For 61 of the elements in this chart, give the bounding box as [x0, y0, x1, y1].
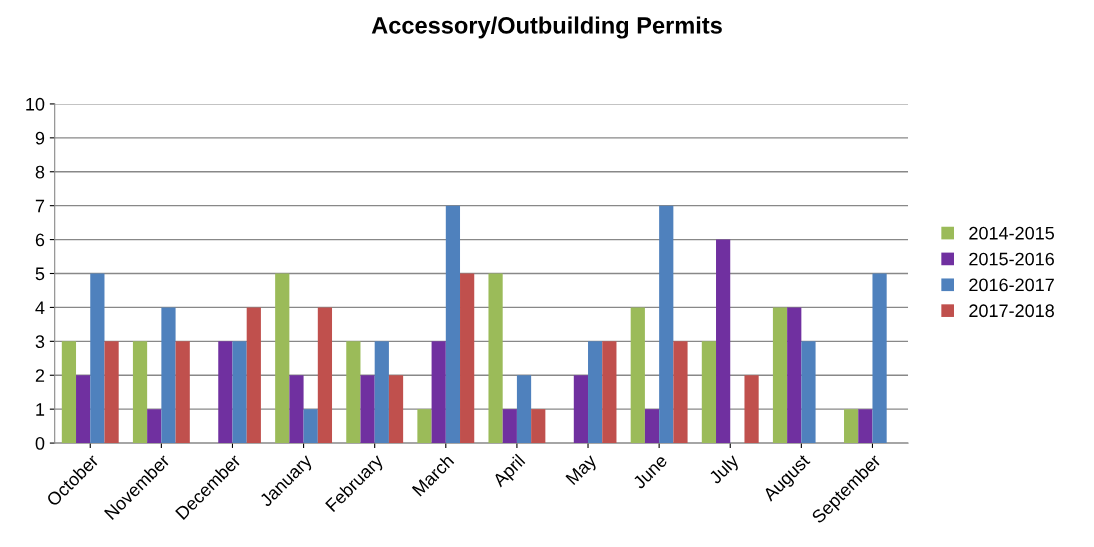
- bar: [602, 341, 617, 444]
- bar: [346, 341, 361, 444]
- bar: [630, 307, 645, 444]
- bar: [417, 409, 432, 444]
- chart-title: Accessory/Outbuilding Permits: [371, 16, 722, 39]
- x-tick-label: July: [707, 452, 743, 488]
- y-tick-label: 0: [35, 437, 45, 450]
- bar: [161, 307, 176, 444]
- y-tick-label: 8: [35, 165, 45, 179]
- bar: [374, 341, 389, 444]
- bar: [360, 375, 375, 444]
- bar: [744, 375, 759, 444]
- bar: [90, 273, 105, 444]
- y-tick-label: 1: [36, 403, 45, 416]
- legend-label: 2016-2017: [969, 278, 1054, 292]
- y-tick-label: 3: [35, 335, 45, 349]
- y-tick-label: 7: [35, 199, 45, 213]
- y-tick-label: 10: [26, 97, 45, 111]
- bar: [289, 375, 304, 444]
- bar: [701, 341, 717, 444]
- bar: [844, 409, 859, 444]
- y-tick-label: 6: [35, 233, 45, 247]
- bar: [232, 341, 247, 444]
- bar: [175, 341, 190, 444]
- y-tick-label: 5: [35, 267, 45, 281]
- bar: [132, 341, 148, 444]
- bar: [644, 409, 660, 444]
- bar: [659, 205, 674, 444]
- bar: [772, 307, 788, 444]
- bar: [516, 375, 532, 444]
- bar: [218, 341, 233, 444]
- y-tick-label: 9: [35, 131, 45, 145]
- bar: [388, 375, 404, 444]
- bar: [488, 273, 503, 444]
- bar: [61, 341, 77, 444]
- bar: [502, 409, 517, 444]
- bar: [872, 273, 887, 444]
- bar: [303, 409, 318, 444]
- legend-label: 2015-2016: [969, 252, 1054, 266]
- bar: [445, 205, 461, 444]
- bar: [275, 273, 290, 444]
- bar: [246, 307, 261, 444]
- legend-label: 2017-2018: [969, 304, 1054, 318]
- y-tick-label: 4: [35, 301, 45, 314]
- bar: [147, 409, 162, 444]
- bar: [76, 375, 91, 444]
- x-tick-label: May: [565, 453, 600, 488]
- y-tick-label: 2: [35, 369, 45, 382]
- bar: [460, 273, 475, 444]
- bar: [431, 341, 446, 444]
- bar: [673, 341, 688, 444]
- bar: [573, 375, 589, 444]
- legend-label: 2014-2015: [969, 226, 1055, 240]
- bar: [531, 409, 546, 444]
- bar: [787, 307, 802, 444]
- bar: [801, 341, 816, 444]
- bar: [858, 409, 873, 444]
- bar: [588, 341, 603, 444]
- bar: [716, 239, 731, 444]
- bar: [104, 341, 119, 444]
- bar: [317, 307, 333, 444]
